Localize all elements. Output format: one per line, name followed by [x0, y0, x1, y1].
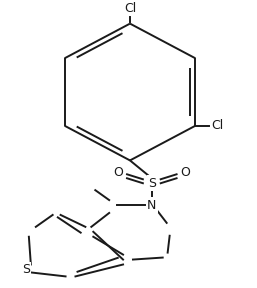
Text: S: S [22, 263, 30, 276]
Text: Cl: Cl [124, 2, 136, 15]
Text: Cl: Cl [211, 119, 223, 132]
Text: O: O [181, 166, 190, 179]
Text: O: O [113, 166, 123, 179]
Text: N: N [147, 198, 157, 211]
Text: S: S [148, 177, 156, 190]
